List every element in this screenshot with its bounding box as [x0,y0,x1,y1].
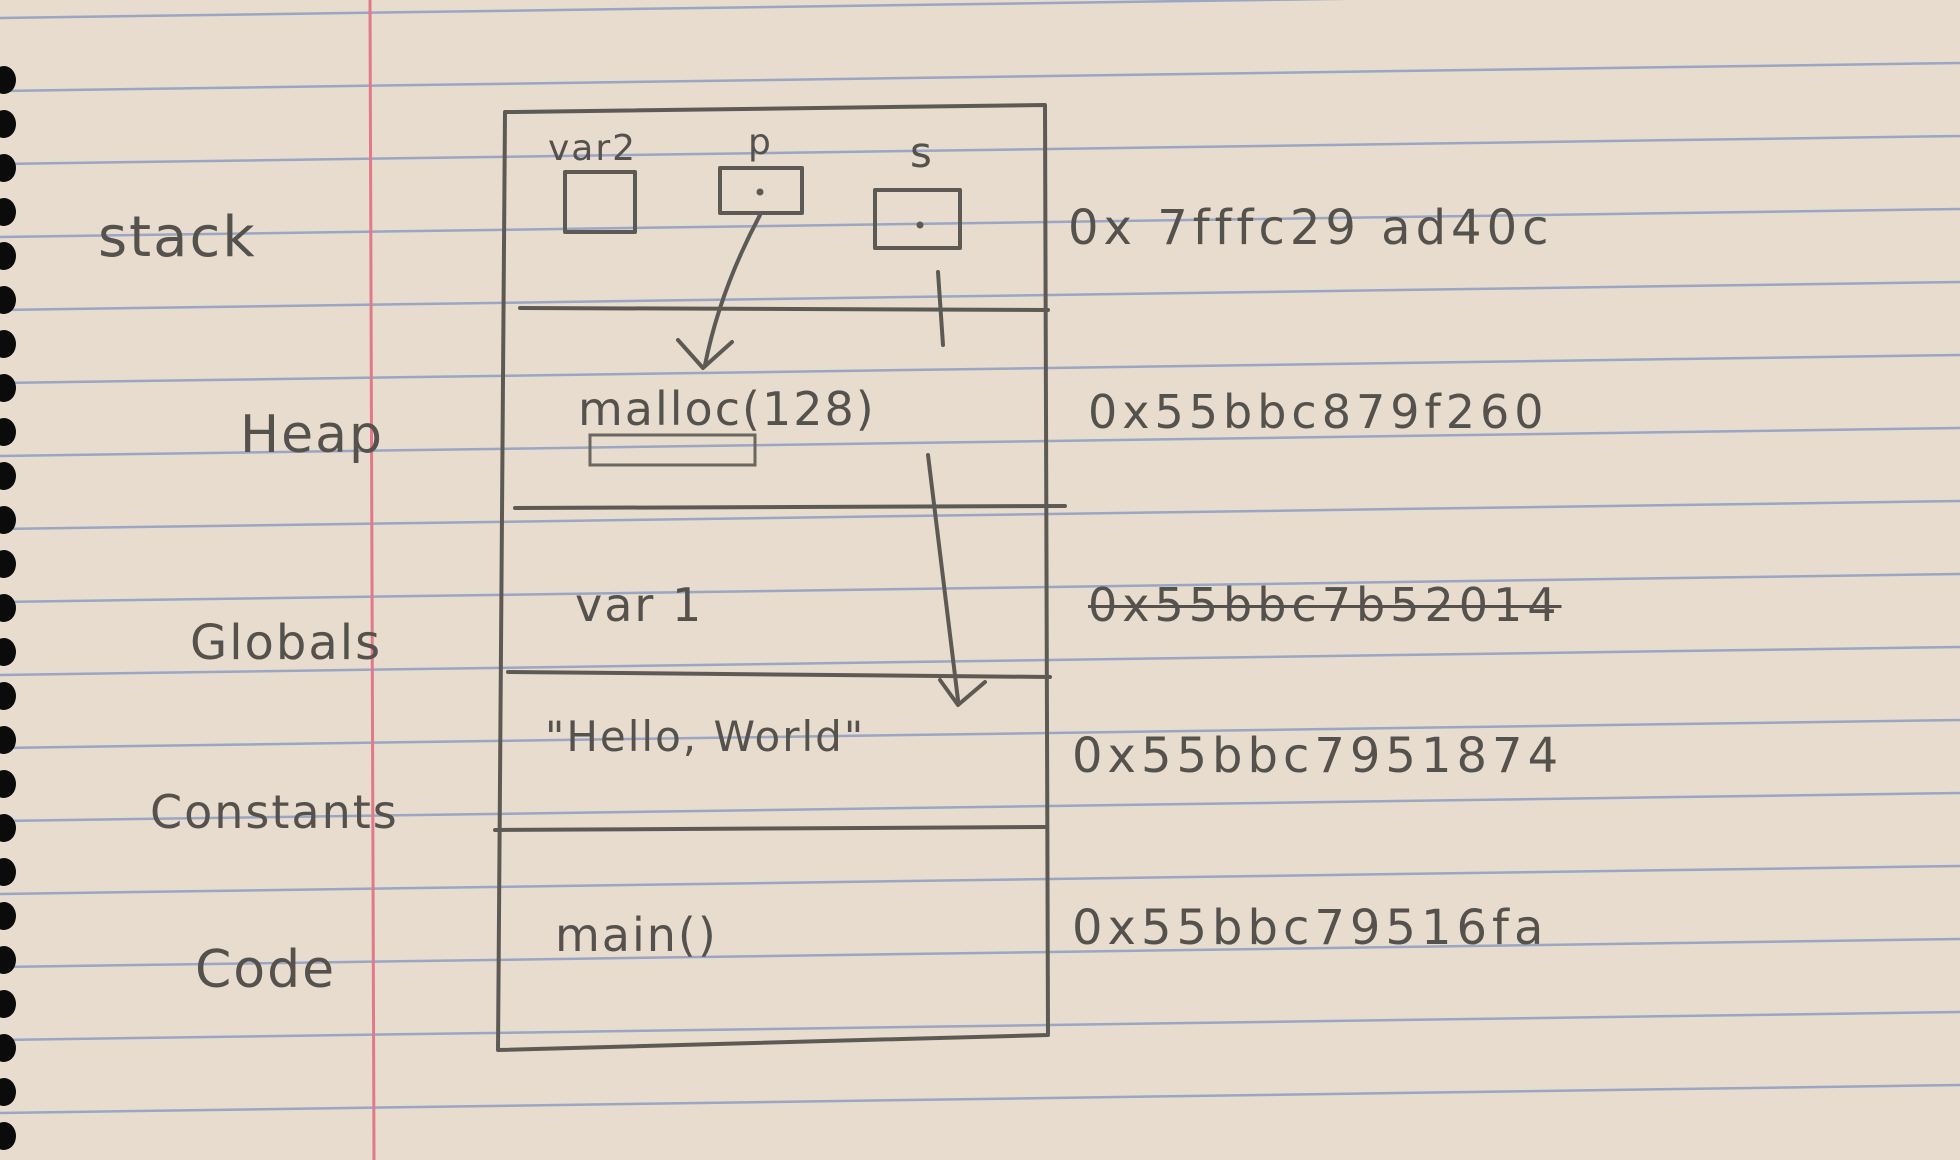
ruled-line [0,280,1960,312]
segment-label-heap: Heap [240,405,384,465]
segment-content-globals: var 1 [575,578,704,632]
arrowhead-s [938,678,987,707]
pointer-dot-s [916,221,924,229]
binder-hole [0,154,16,182]
binder-hole [0,506,16,534]
ruled-line [0,353,1960,385]
ruled-line [0,0,1348,20]
arrow-s-to-constants-lower [926,453,960,702]
ruled-line [0,426,1960,458]
ruled-line [0,572,1960,604]
binder-hole [0,858,16,886]
segment-address-code: 0x55bbc79516fa [1072,900,1549,956]
binder-hole [0,550,16,578]
stack-var-name-s: s [910,128,934,177]
binder-hole [0,462,16,490]
ruled-line [0,718,1960,750]
divider-stack-heap [518,306,1050,312]
binder-hole [0,198,16,226]
binder-holes [0,66,16,1150]
segment-label-globals: Globals [190,615,383,671]
ruled-line [0,499,1960,531]
ruled-line [0,1083,1960,1115]
memory-layout-box [493,103,1067,1052]
segment-address-heap: 0x55bbc879f260 [1088,385,1549,439]
ruled-line [0,864,1960,896]
binder-hole [0,682,16,710]
binder-hole [0,330,16,358]
binder-hole [0,1034,16,1062]
binder-hole [0,902,16,930]
stack-var-box-p [718,166,804,215]
divider-heap-globals [513,504,1067,510]
stack-var-name-var2: var2 [548,128,638,169]
arrowhead-p [676,338,734,370]
stack-var-box-s [873,188,962,250]
ruled-line [0,937,1960,969]
binder-hole [0,990,16,1018]
segment-label-constants: Constants [150,785,399,839]
segment-address-constants: 0x55bbc7951874 [1072,728,1564,784]
pointer-dot-p [756,188,764,196]
binder-hole [0,418,16,446]
binder-hole [0,110,16,138]
divider-globals-constants [506,670,1052,679]
binder-hole [0,638,16,666]
binder-hole [0,594,16,622]
segment-label-code: Code [195,940,337,1000]
binder-hole [0,66,16,94]
heap-allocated-block [588,433,757,467]
ruled-line [0,1010,1960,1042]
arrow-s-to-constants [936,270,945,347]
binder-hole [0,1078,16,1106]
segment-content-code: main() [555,908,718,962]
ruled-line [0,791,1960,823]
binder-hole [0,946,16,974]
divider-constants-code [493,825,1047,832]
segment-content-heap: malloc(128) [578,382,876,436]
binder-hole [0,1122,16,1150]
segment-address-stack: 0x 7fffc29 ad40c [1068,200,1554,256]
stack-var-box-var2 [563,170,637,234]
binder-hole [0,814,16,842]
binder-hole [0,726,16,754]
arrow-p-to-heap [703,213,762,367]
ruled-line [0,61,1960,93]
ruled-line [0,645,1960,677]
ruled-line [0,207,1960,239]
binder-hole [0,242,16,270]
margin-line [368,0,376,1160]
ruled-lines [0,0,1960,1115]
segment-address-globals: 0x55bbc7b52014 [1088,578,1562,632]
stack-var-name-p: p [748,122,773,163]
binder-hole [0,770,16,798]
segment-content-constants: "Hello, World" [545,712,866,761]
ruled-line [0,134,1960,166]
segment-label-stack: stack [98,205,257,270]
binder-hole [0,374,16,402]
binder-hole [0,286,16,314]
